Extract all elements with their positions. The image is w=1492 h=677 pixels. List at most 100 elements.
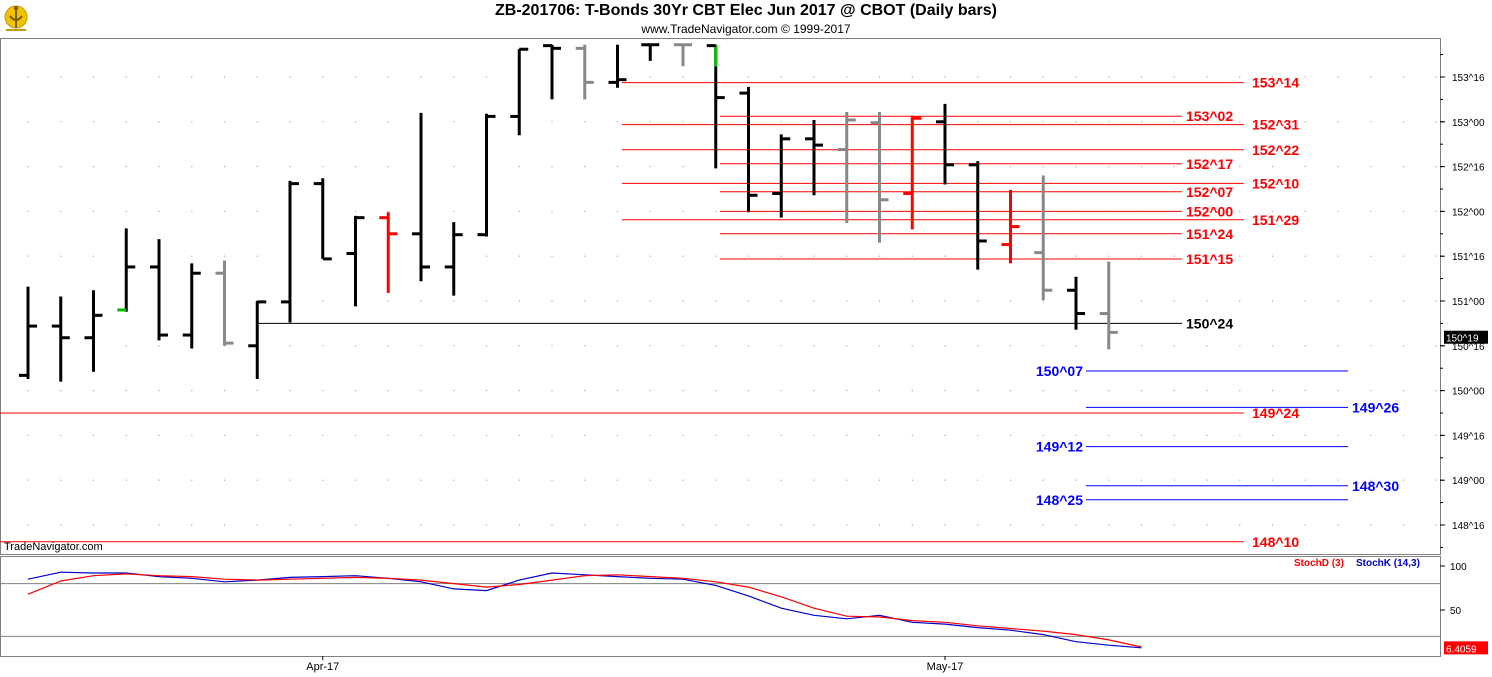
ohlc-bar: [379, 212, 398, 293]
grid-dot: [60, 76, 62, 78]
grid-dot: [1402, 524, 1405, 526]
grid-dot: [813, 76, 815, 78]
grid-dot: [453, 121, 455, 123]
grid-dot: [387, 345, 389, 347]
level-label: 153^02: [1186, 108, 1233, 124]
axis-tick-label: 149^00: [1452, 476, 1485, 487]
chart-title: ZB-201706: T-Bonds 30Yr CBT Elec Jun 201…: [495, 2, 997, 19]
grid-dot: [1140, 524, 1143, 526]
grid-dot: [1108, 255, 1110, 257]
ohlc-bar: [1099, 261, 1118, 350]
grid-dot: [1140, 165, 1143, 168]
grid-dot: [682, 210, 684, 213]
grid-dot: [1271, 121, 1274, 123]
grid-dot: [256, 434, 258, 437]
ohlc-bar: [150, 239, 168, 341]
chart-subtitle: www.TradeNavigator.com © 1999-2017: [641, 22, 851, 36]
grid-dot: [878, 76, 881, 78]
grid-dot: [1206, 165, 1208, 168]
grid-dot: [387, 210, 389, 213]
grid-dot: [878, 300, 881, 302]
grid-dot: [1370, 524, 1372, 526]
grid-dot: [813, 479, 815, 481]
grid-dot: [1402, 255, 1405, 257]
grid-dot: [158, 76, 160, 78]
grid-dot: [92, 76, 95, 78]
grid-dot: [1239, 434, 1241, 437]
ohlc-bar: [1034, 175, 1053, 301]
grid-dot: [649, 210, 651, 213]
grid-dot: [1370, 434, 1372, 437]
grid-dot: [354, 479, 357, 481]
grid-dot: [584, 121, 586, 123]
grid-dot: [420, 345, 422, 347]
grid-dot: [1206, 121, 1208, 123]
grid-dot: [584, 434, 586, 437]
grid-dot: [1042, 300, 1045, 302]
grid-dot: [125, 121, 128, 123]
grid-dot: [256, 165, 258, 168]
grid-dot: [1337, 345, 1339, 347]
grid-dot: [1173, 165, 1176, 168]
grid-dot: [223, 479, 226, 481]
grid-dot: [682, 345, 684, 347]
grid-dot: [1009, 479, 1012, 481]
grid-dot: [780, 345, 782, 347]
grid-dot: [1009, 165, 1012, 168]
grid-dot: [551, 345, 553, 347]
grid-dot: [1271, 165, 1274, 168]
grid-dot: [1075, 165, 1077, 168]
grid-dot: [60, 210, 62, 213]
grid-dot: [1304, 255, 1307, 257]
grid-dot: [1304, 76, 1307, 78]
grid-dot: [715, 345, 717, 347]
grid-dot: [616, 300, 619, 302]
level-label: 150^24: [1186, 315, 1233, 331]
grid-dot: [289, 121, 291, 123]
grid-dot: [649, 389, 651, 392]
grid-dot: [944, 76, 946, 78]
level-label: 152^00: [1186, 203, 1233, 219]
grid-dot: [682, 524, 684, 526]
ohlc-bar: [117, 228, 136, 312]
level-label: 152^22: [1252, 142, 1299, 158]
grid-dot: [256, 255, 258, 257]
grid-dot: [1042, 434, 1045, 437]
grid-dot: [1402, 300, 1405, 302]
ohlc-bars: [19, 43, 1118, 382]
grid-dot: [1042, 121, 1045, 123]
grid-dot: [649, 524, 651, 526]
grid-dot: [1173, 255, 1176, 257]
grid-dot: [1370, 300, 1372, 302]
grid-dot: [1140, 300, 1143, 302]
grid-dot: [1402, 434, 1405, 437]
grid-dot: [1239, 121, 1241, 123]
grid-dot: [682, 121, 684, 123]
grid-dot: [223, 210, 226, 213]
grid-dot: [813, 434, 815, 437]
grid-dot: [1108, 389, 1110, 392]
grid-dot: [715, 210, 717, 213]
grid-dot: [616, 165, 619, 168]
grid-dot: [158, 121, 160, 123]
grid-dot: [944, 524, 946, 526]
grid-dot: [1075, 121, 1077, 123]
ohlc-bar: [281, 180, 299, 323]
grid-dot: [1009, 524, 1012, 526]
grid-dot: [911, 255, 913, 257]
ohlc-bar: [510, 47, 529, 136]
grid-dot: [846, 434, 848, 437]
grid-dot: [223, 121, 226, 123]
grid-dot: [453, 210, 455, 213]
grid-dot: [1370, 389, 1372, 392]
grid-dot: [1239, 345, 1241, 347]
grid-dot: [354, 121, 357, 123]
grid-dot: [1370, 121, 1372, 123]
grid-dot: [616, 389, 619, 392]
grid-dot: [518, 165, 520, 168]
grid-dot: [485, 300, 488, 302]
grid-dot: [1304, 121, 1307, 123]
level-label: 152^07: [1186, 184, 1233, 200]
grid-dot: [846, 76, 848, 78]
